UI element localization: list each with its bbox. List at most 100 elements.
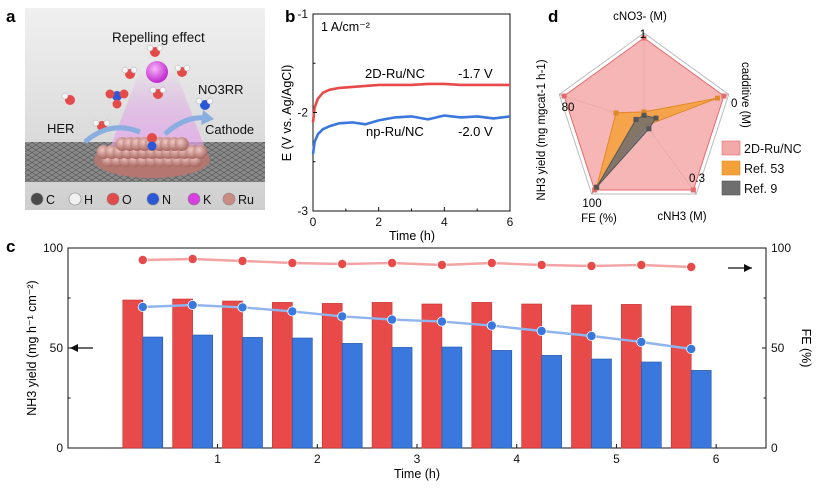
bar-2d-ru-yield	[421, 303, 443, 449]
panel-d: d cNO3- (M) 1 cadditive (M) 0 0.3 cNH3 (…	[536, 7, 802, 225]
fe-point-np-ru	[686, 343, 697, 354]
radar-axis-label-no3: cNO3- (M)	[613, 11, 667, 23]
legend-atom-h-icon	[68, 192, 82, 206]
bar-2d-ru-yield	[321, 303, 343, 449]
bar-2d-ru-yield	[521, 303, 542, 449]
bar-2d-ru-yield	[621, 304, 642, 449]
x-tick-label: 2	[314, 452, 321, 466]
bar-np-ru-yield	[292, 337, 313, 449]
legend-swatch-ref53	[721, 160, 741, 176]
y-left-tick-label: 50	[50, 341, 64, 355]
current-density-annotation: 1 A/cm⁻²	[321, 20, 370, 34]
radar-vertex-ref9	[594, 184, 600, 190]
y-tick-label: -3	[297, 204, 308, 218]
no3rr-label: NO3RR	[198, 82, 244, 97]
ru-atom	[174, 137, 189, 151]
fe-point-2d-ru	[387, 257, 398, 268]
radar-tick-additive: 0	[731, 98, 737, 110]
series-line-np-ru	[311, 114, 511, 155]
fe-point-np-ru	[586, 330, 597, 341]
bar-2d-ru-yield	[222, 300, 243, 449]
panel-b-frame	[312, 13, 511, 212]
legend-atom-h-label: H	[84, 193, 93, 207]
legend-atom-ru-icon	[222, 192, 236, 206]
legend-label-ref53: Ref. 53	[744, 162, 784, 176]
panel-b-ylabel: E (V vs. Ag/AgCl)	[280, 65, 294, 162]
radar-tick-no3: 1	[640, 29, 646, 41]
bar-np-ru-yield	[242, 337, 263, 449]
y-tick-label: -1	[297, 7, 308, 21]
radar-vertex-2d-ru	[641, 35, 647, 41]
fe-point-2d-ru	[137, 254, 148, 265]
y-right-tick-label: 50	[771, 341, 785, 355]
radar-vertex-ref9	[633, 116, 639, 122]
radar-vertex-ref9	[653, 115, 659, 121]
radar-tick-yield: 80	[562, 102, 575, 114]
legend-swatch-ref9	[721, 180, 741, 196]
radar-grid	[558, 32, 730, 195]
legend-atom-o-label: O	[122, 193, 132, 207]
water-molecules	[121, 44, 191, 99]
panel-c-ylabel-right: FE (%)	[799, 329, 813, 368]
bar-np-ru-yield	[142, 336, 164, 449]
bar-np-ru-yield	[491, 350, 513, 449]
nitrate-molecule	[105, 89, 129, 109]
bar-2d-ru-yield	[172, 298, 193, 449]
series-line-2d-ru	[311, 82, 510, 123]
panel-a: a	[6, 7, 265, 210]
radar-legend: 2D-Ru/NC Ref. 53 Ref. 9	[721, 140, 802, 196]
radar-vertex-ref53	[714, 95, 720, 101]
legend-atom-n-icon	[146, 192, 160, 206]
bar-np-ru-yield	[192, 334, 213, 449]
panel-b-xlabel: Time (h)	[389, 229, 435, 243]
no3rr-arrowhead	[201, 110, 214, 125]
her-label: HER	[47, 121, 74, 136]
y-left-tick-label: 100	[43, 241, 63, 255]
series-label-2d-ru: 2D-Ru/NC	[365, 66, 425, 81]
x-tick-label: 1	[214, 452, 221, 466]
fe-point-np-ru	[337, 311, 348, 322]
panel-c-label: c	[6, 237, 15, 256]
fe-point-2d-ru	[436, 259, 447, 270]
fe-point-np-ru	[636, 336, 647, 347]
her-arrow	[83, 125, 141, 144]
fe-line-2d-ru	[142, 257, 692, 269]
bar-2d-ru-yield	[670, 305, 692, 449]
radar-axis-label-nh3: cNH3 (M)	[657, 211, 706, 223]
radar-tick-nh3: 0.3	[689, 173, 705, 185]
bar-np-ru-yield	[591, 358, 612, 449]
radar-vertex-ref9	[646, 126, 652, 132]
no3rr-arrow	[163, 115, 206, 136]
x-tick-label: 6	[507, 215, 514, 229]
value-label-2d-ru: -1.7 V	[458, 66, 493, 81]
x-tick-label: 4	[441, 215, 448, 229]
bar-np-ru-yield	[341, 343, 363, 449]
bar-np-ru-yield	[541, 355, 562, 449]
fe-point-np-ru	[387, 314, 398, 325]
fe-point-2d-ru	[636, 259, 647, 270]
radar-vertex-2d-ru	[561, 93, 567, 99]
ru-atom	[193, 145, 208, 159]
y-tick-label: -2	[297, 106, 308, 120]
fe-point-np-ru	[137, 301, 148, 312]
radar-vertex-ref53	[613, 110, 619, 116]
h2o-left	[61, 92, 75, 105]
panel-a-label: a	[6, 7, 16, 26]
legend-swatch-2d-ru	[721, 140, 741, 156]
panel-c: c 1 2 3 4 5 6 0 0 50 50 100 100 Time (h) NH3 yield …	[6, 237, 813, 481]
bar-2d-ru-yield	[272, 302, 293, 449]
radar-axis-label-additive: cadditive (M)	[739, 62, 751, 128]
radar-vertex-2d-ru	[721, 93, 727, 99]
bar-2d-ru-yield	[122, 299, 144, 449]
radar-vertex-ref9	[641, 112, 647, 118]
fe-point-np-ru	[287, 306, 298, 317]
fe-line-np-ru	[142, 303, 692, 351]
fe-point-2d-ru	[486, 257, 497, 268]
radar-axis-label-fe: FE (%)	[581, 213, 617, 225]
fe-point-2d-ru	[536, 259, 547, 270]
cathode-label: Cathode	[205, 122, 254, 137]
fe-point-2d-ru	[237, 255, 248, 266]
x-tick-label: 2	[375, 215, 382, 229]
bar-np-ru-yield	[441, 346, 463, 449]
